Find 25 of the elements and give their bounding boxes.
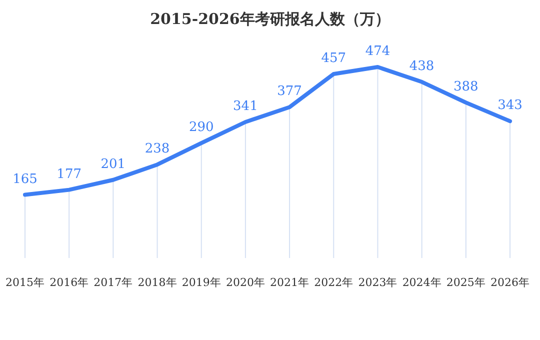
x-tick-label: 2023年 [358,276,398,289]
x-tick-label: 2015年 [6,276,44,289]
data-label: 341 [233,98,258,114]
data-label: 177 [56,166,82,182]
data-label: 290 [188,120,214,136]
data-label: 238 [144,142,170,157]
x-tick-label: 2020年 [226,276,265,289]
data-label: 438 [409,58,434,74]
data-label: 377 [277,84,302,100]
chart-title: 2015-2026年考研报名人数（万） [150,10,390,28]
data-label: 165 [12,172,38,187]
x-tick-label: 2016年 [50,276,89,289]
x-tick-label: 2018年 [138,276,177,289]
data-label: 201 [100,156,126,172]
data-label: 343 [498,98,522,114]
x-tick-label: 2021年 [270,276,310,289]
x-tick-label: 2026年 [490,276,530,289]
x-tick-label: 2025年 [446,276,486,289]
data-label: 457 [321,51,346,66]
data-label: 474 [365,44,390,59]
data-label: 388 [453,80,478,95]
x-tick-label: 2024年 [402,276,442,289]
x-tick-label: 2019年 [182,276,221,289]
x-tick-label: 2022年 [314,276,354,289]
x-tick-label: 2017年 [94,276,133,289]
